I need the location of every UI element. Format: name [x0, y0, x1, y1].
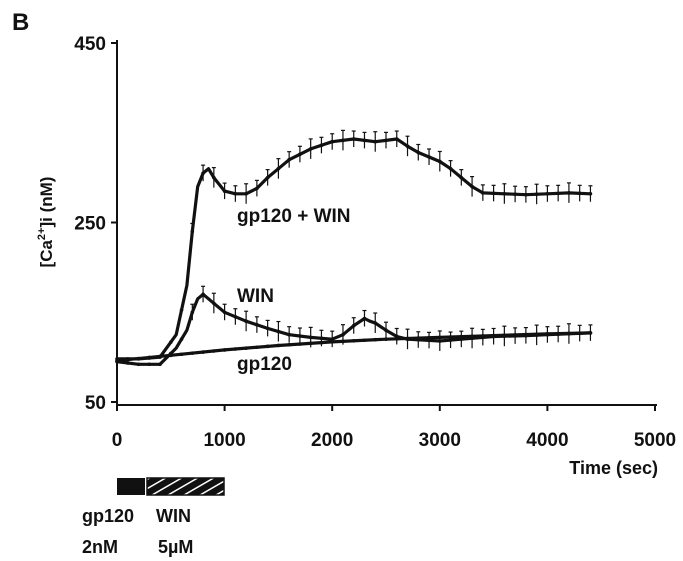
data-point	[298, 342, 302, 346]
y-axis: 50 250 450	[74, 34, 118, 414]
data-point	[577, 331, 582, 335]
data-point	[588, 331, 593, 335]
data-point	[405, 336, 410, 341]
data-point	[158, 362, 162, 367]
y-axis-label-sup: 2+	[36, 228, 48, 241]
series-line	[116, 331, 591, 363]
data-point	[394, 337, 399, 341]
data-point	[362, 338, 367, 343]
data-point	[244, 346, 248, 350]
data-point	[255, 345, 259, 350]
x-tick-label: 2000	[311, 430, 353, 451]
y-axis-label-post: ]i (nM)	[37, 177, 56, 228]
data-point	[341, 339, 345, 344]
data-point	[330, 340, 335, 344]
data-point	[265, 344, 270, 349]
x-tick-label: 0	[112, 430, 123, 451]
data-point	[115, 358, 119, 363]
panel-label: B	[12, 9, 29, 36]
data-point	[179, 352, 184, 357]
data-point	[136, 362, 141, 367]
x-axis-label: Time (sec)	[569, 458, 658, 478]
data-point	[545, 331, 550, 336]
data-point	[427, 335, 431, 340]
x-tick-label: 5000	[634, 430, 676, 451]
data-point	[524, 332, 528, 337]
data-point	[158, 354, 162, 359]
data-point	[459, 334, 464, 339]
y-tick-label: 250	[74, 214, 106, 235]
data-point	[147, 362, 152, 367]
x-tick-label: 3000	[419, 430, 461, 451]
data-point	[351, 338, 356, 343]
treatment-dose-gp120: 2nM	[82, 537, 118, 557]
treatment-bars	[117, 477, 225, 496]
gp120-treatment-bar	[117, 478, 145, 495]
treatment-name-win: WIN	[156, 506, 191, 526]
series-label: gp120 + WIN	[237, 206, 351, 227]
y-tick-label: 50	[85, 393, 106, 414]
data-point	[179, 308, 184, 312]
data-point	[308, 341, 313, 346]
data-point	[567, 331, 571, 336]
data-point	[384, 337, 388, 341]
data-point	[201, 350, 205, 354]
y-axis-label-pre: [Ca	[37, 240, 56, 268]
data-point	[513, 333, 517, 337]
data-point	[125, 361, 130, 365]
data-point	[416, 336, 421, 340]
series-label: WIN	[237, 286, 274, 307]
x-tick-label: 4000	[526, 430, 568, 451]
win-treatment-bar	[146, 477, 225, 496]
data-point	[222, 348, 227, 352]
data-point	[169, 353, 173, 358]
data-point	[534, 332, 539, 336]
data-point	[125, 357, 130, 362]
data-point	[373, 337, 378, 342]
treatment-name-gp120: gp120	[82, 506, 134, 526]
y-axis-label: [Ca2+]i (nM)	[36, 177, 56, 268]
data-point	[190, 351, 195, 355]
data-point	[556, 331, 560, 336]
series-gp120-win: gp120 + WIN	[115, 129, 593, 361]
data-point	[276, 343, 281, 348]
data-point	[136, 356, 141, 361]
data-point	[319, 340, 324, 345]
series-gp120: gp120	[115, 331, 593, 375]
data-point	[233, 347, 238, 351]
x-tick-label: 1000	[203, 430, 245, 451]
data-point	[502, 333, 507, 338]
svg-text:[Ca2+]i (nM): [Ca2+]i (nM)	[36, 177, 56, 268]
series-layer: gp120 + WIN WIN gp120	[115, 129, 593, 375]
x-axis: 0 1000 2000 3000 4000 5000	[112, 404, 676, 451]
data-point	[287, 342, 291, 347]
data-point	[212, 349, 216, 353]
data-point	[438, 335, 442, 340]
data-point	[169, 340, 173, 344]
treatment-dose-win: 5µM	[158, 537, 193, 557]
data-point	[470, 334, 474, 339]
data-point	[481, 334, 485, 338]
series-label: gp120	[237, 354, 292, 375]
series-win: WIN	[115, 285, 593, 367]
data-point	[179, 337, 184, 341]
data-point	[147, 355, 152, 360]
data-point	[448, 335, 453, 339]
y-tick-label: 450	[74, 34, 106, 55]
data-point	[491, 333, 496, 338]
